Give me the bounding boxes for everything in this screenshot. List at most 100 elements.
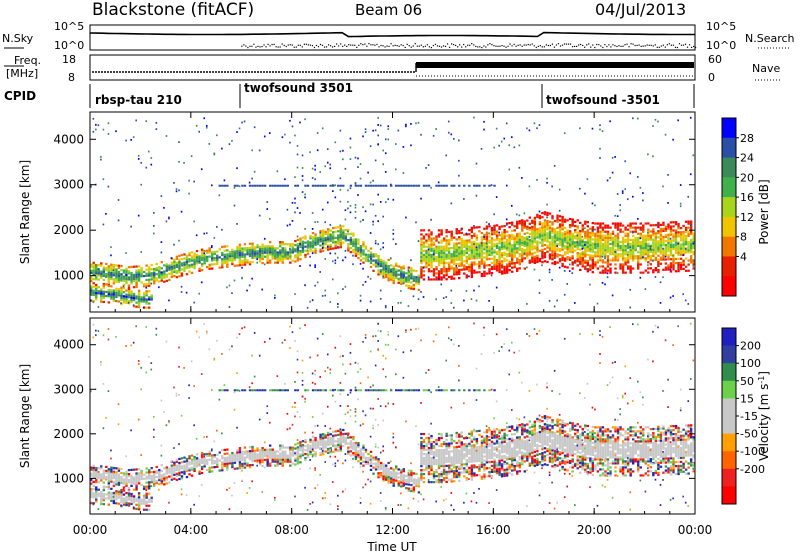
- power-echo-cell: [558, 223, 562, 226]
- velocity-echo-cell: [211, 470, 214, 473]
- power-echo-cell: [667, 225, 670, 228]
- power-band-3000: [263, 184, 267, 187]
- noise-search-dot: [386, 45, 388, 47]
- velocity-scatter-cell: [180, 414, 183, 417]
- power-echo-cell: [349, 247, 353, 250]
- power-echo-cell: [422, 278, 426, 281]
- power-echo-cell: [518, 232, 521, 235]
- power-echo-cell: [470, 275, 474, 279]
- power-echo-cell: [442, 262, 446, 265]
- power-echo-cell: [291, 259, 295, 262]
- power-scatter-cell: [377, 262, 379, 265]
- velocity-echo-cell: [117, 477, 121, 480]
- power-echo-cell: [258, 249, 262, 253]
- power-echo-cell: [478, 248, 481, 251]
- power-scatter-cell: [188, 192, 190, 195]
- power-echo-cell: [546, 260, 549, 264]
- power-echo-cell: [251, 250, 254, 253]
- power-echo-cell: [533, 216, 537, 219]
- power-echo-cell: [412, 283, 416, 287]
- noise-search-dot: [305, 43, 307, 45]
- power-echo-cell: [183, 261, 186, 264]
- power-echo-cell: [455, 273, 458, 276]
- power-echo-cell: [677, 257, 680, 260]
- power-echo-cell: [558, 239, 562, 242]
- power-echo-cell: [95, 289, 98, 293]
- velocity-echo-cell: [107, 470, 111, 473]
- power-echo-cell: [352, 238, 355, 241]
- power-echo-cell: [447, 269, 451, 272]
- power-echo-cell: [142, 298, 146, 301]
- power-echo-cell: [231, 252, 234, 255]
- velocity-echo-cell: [107, 486, 111, 489]
- power-echo-cell: [374, 265, 378, 268]
- power-echo-cell: [190, 259, 194, 262]
- power-echo-cell: [558, 227, 562, 230]
- power-echo-cell: [190, 265, 194, 268]
- power-echo-cell: [561, 215, 564, 219]
- velocity-echo-cell: [127, 494, 131, 497]
- power-echo-cell: [553, 238, 557, 241]
- power-echo-cell: [495, 232, 499, 235]
- power-echo-cell: [420, 237, 423, 240]
- velocity-echo-cell: [243, 458, 247, 461]
- power-echo-cell: [374, 263, 378, 266]
- power-scatter-cell: [291, 201, 294, 204]
- power-echo-cell: [503, 247, 506, 250]
- velocity-echo-cell: [248, 458, 252, 461]
- velocity-echo-cell: [185, 459, 189, 463]
- velocity-echo-cell: [132, 499, 136, 502]
- velocity-echo-cell: [175, 466, 179, 469]
- power-echo-cell: [301, 250, 305, 254]
- power-scatter-cell: [268, 217, 271, 220]
- velocity-scatter-cell: [102, 427, 105, 430]
- power-echo-cell: [440, 255, 443, 259]
- power-echo-cell: [478, 260, 481, 264]
- velocity-echo-cell: [170, 464, 174, 467]
- power-echo-cell: [637, 244, 640, 248]
- power-echo-cell: [450, 277, 453, 280]
- velocity-echo-cell: [211, 462, 214, 465]
- velocity-echo-cell: [195, 453, 199, 456]
- power-echo-cell: [127, 266, 131, 269]
- colorbar-tick-label: 28: [740, 132, 754, 145]
- velocity-echo-cell: [137, 468, 141, 471]
- power-scatter-cell: [311, 245, 314, 247]
- power-echo-cell: [528, 243, 532, 246]
- power-echo-cell: [594, 244, 597, 248]
- power-echo-cell: [425, 233, 428, 236]
- power-scatter-cell: [369, 300, 372, 303]
- power-echo-cell: [384, 271, 388, 274]
- power-echo-cell: [669, 270, 673, 273]
- power-echo-cell: [596, 251, 600, 254]
- power-echo-cell: [531, 254, 534, 257]
- power-echo-cell: [400, 272, 403, 275]
- power-echo-cell: [485, 243, 489, 247]
- velocity-echo-cell: [304, 438, 307, 442]
- power-echo-cell: [586, 225, 590, 228]
- velocity-echo-cell: [120, 479, 123, 483]
- power-echo-cell: [647, 250, 650, 254]
- velocity-echo-cell: [241, 454, 244, 457]
- velocity-echo-cell: [135, 507, 138, 510]
- power-echo-cell: [180, 274, 184, 277]
- power-echo-cell: [455, 242, 458, 245]
- power-echo-cell: [619, 247, 622, 250]
- power-echo-cell: [657, 240, 660, 243]
- power-echo-cell: [223, 245, 227, 248]
- power-echo-cell: [115, 278, 118, 281]
- power-scatter-cell: [692, 154, 695, 157]
- power-colorbar-label: Power [dB]: [757, 179, 771, 244]
- power-echo-cell: [445, 241, 448, 244]
- power-echo-cell: [389, 278, 393, 281]
- power-echo-cell: [533, 261, 537, 264]
- power-echo-cell: [513, 229, 516, 232]
- power-echo-cell: [470, 271, 474, 274]
- power-echo-cell: [158, 274, 161, 277]
- velocity-echo-cell: [258, 459, 262, 462]
- power-echo-cell: [127, 296, 131, 299]
- power-echo-cell: [314, 243, 317, 246]
- power-echo-cell: [326, 234, 330, 237]
- velocity-echo-cell: [102, 469, 106, 472]
